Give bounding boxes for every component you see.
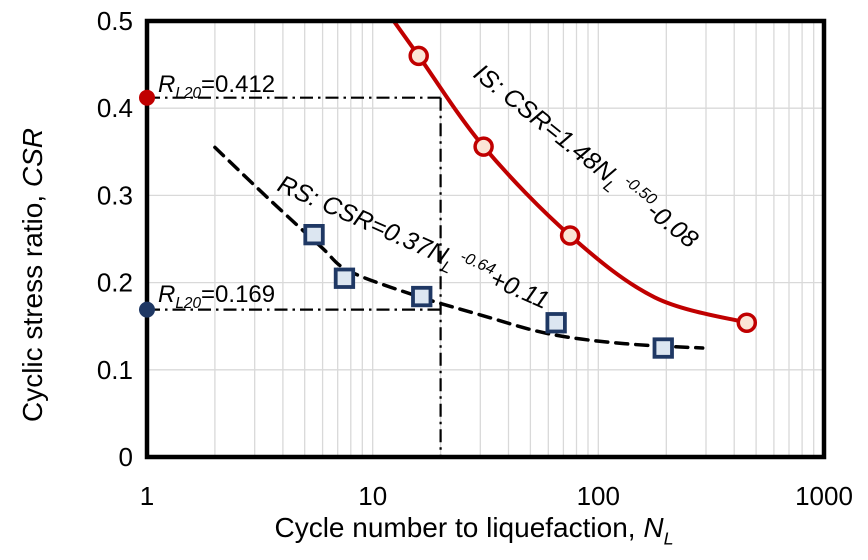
y-tick-labels: 0 0.1 0.2 0.3 0.4 0.5	[97, 6, 133, 472]
rs-curve	[213, 145, 705, 350]
rs-marker-square	[333, 267, 356, 289]
rl20-rs-dot	[139, 301, 155, 318]
x-tick-label: 1000	[795, 481, 853, 511]
y-tick-label: 0.2	[97, 268, 133, 298]
y-tick-label: 0	[119, 442, 133, 472]
rl20-is-dot	[139, 89, 155, 106]
y-tick-label: 0.1	[97, 355, 133, 385]
rl20-is-label: RL20=0.412	[158, 71, 275, 102]
y-tick-label: 0.3	[97, 180, 133, 210]
is-marker-circle	[408, 45, 429, 67]
is-marker-circle	[473, 136, 494, 157]
x-tick-labels: 1 10 100 1000	[140, 481, 853, 511]
rs-marker-square	[411, 285, 433, 308]
rs-markers	[303, 223, 674, 359]
reference-lines	[147, 96, 442, 457]
y-tick-label: 0.5	[97, 6, 133, 36]
plot-frame	[144, 18, 827, 460]
y-tick-label: 0.4	[97, 93, 133, 123]
x-tick-label: 1	[140, 481, 154, 511]
x-axis-title: Cycle number to liquefaction, NL	[274, 512, 673, 548]
rs-marker-square	[545, 312, 567, 334]
is-marker-circle	[559, 225, 581, 246]
is-marker-circle	[736, 312, 758, 333]
is-markers	[408, 45, 758, 333]
rs-marker-square	[652, 337, 674, 359]
y-axis-title: Cyclic stress ratio, CSR	[17, 128, 48, 422]
rs-marker-square	[303, 223, 325, 246]
x-tick-label: 100	[577, 481, 620, 511]
rl20-rs-label: RL20=0.169	[158, 281, 275, 312]
x-tick-label: 10	[358, 481, 387, 511]
